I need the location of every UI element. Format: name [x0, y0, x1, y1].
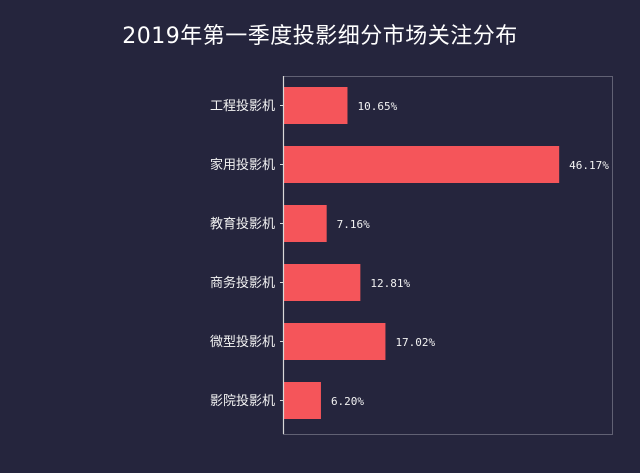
labels-layer: 工程投影机 10.65% 家用投影机 46.17% 教育投影机 7.16% 商务投影机 12.… [210, 98, 609, 409]
bar-3 [284, 205, 327, 242]
category-label: 影院投影机 [210, 393, 275, 409]
value-label: 6.20% [331, 395, 364, 408]
value-label: 17.02% [395, 336, 435, 349]
plot-frame [283, 76, 613, 435]
bar-6 [284, 382, 321, 419]
bar-5 [284, 323, 386, 360]
category-label: 微型投影机 [210, 334, 275, 350]
value-label: 12.81% [370, 277, 410, 290]
chart-title: 2019年第一季度投影细分市场关注分布 [122, 24, 518, 49]
bars-layer [284, 87, 560, 419]
category-label: 商务投影机 [210, 275, 275, 291]
value-label: 46.17% [569, 159, 609, 172]
value-label: 10.65% [357, 100, 397, 113]
bar-4 [284, 264, 361, 301]
value-label: 7.16% [337, 218, 370, 231]
bar-2 [284, 146, 560, 183]
category-label: 家用投影机 [210, 157, 275, 173]
category-label: 工程投影机 [210, 98, 275, 114]
category-label: 教育投影机 [210, 216, 275, 232]
bar-1 [284, 87, 348, 124]
